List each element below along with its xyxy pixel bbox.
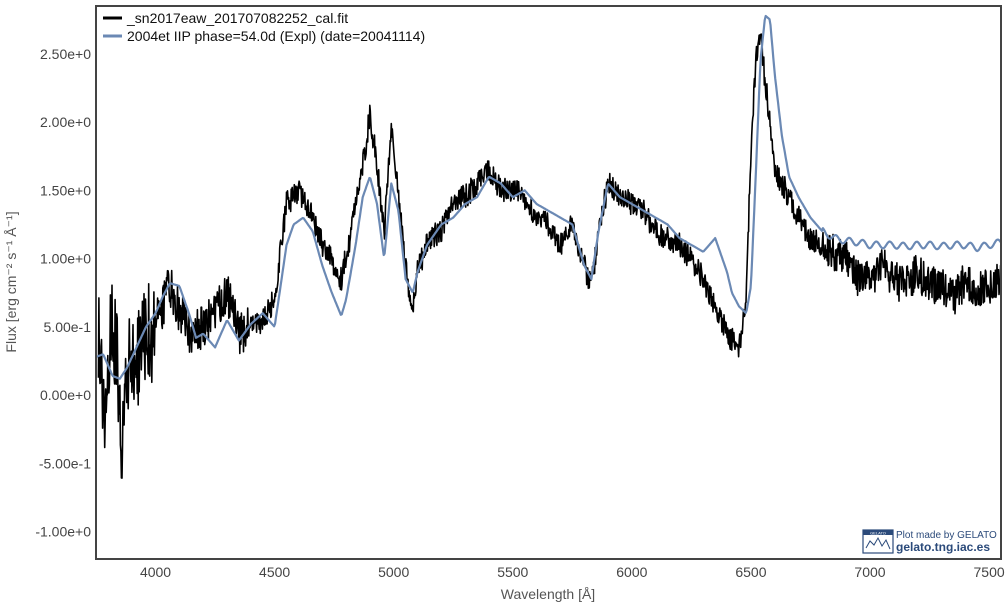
y-tick-label: 1.50e+0 bbox=[40, 182, 91, 198]
y-axis-title: Flux [erg cm⁻² s⁻¹ Å⁻¹] bbox=[3, 211, 19, 352]
gelato-logo-graph bbox=[865, 536, 891, 550]
x-tick-label: 6500 bbox=[735, 564, 766, 580]
y-tick-label: 0.00e+0 bbox=[40, 387, 91, 403]
series-line-observed bbox=[97, 33, 1001, 479]
y-axis: -1.00e+0 -5.00e-1 0.00e+0 5.00e-1 1.00e+0 1.5… bbox=[35, 46, 91, 540]
x-axis: 4000 4500 5000 5500 6000 6500 7000 7500 bbox=[140, 564, 1005, 580]
x-tick-label: 7000 bbox=[854, 564, 885, 580]
y-tick-label: 5.00e-1 bbox=[44, 319, 92, 335]
gelato-badge: GELATO Plot made by GELATO gelato.tng.ia… bbox=[862, 529, 997, 554]
x-axis-title: Wavelength [Å] bbox=[501, 586, 595, 602]
x-tick-label: 6000 bbox=[616, 564, 647, 580]
y-tick-label: -5.00e-1 bbox=[39, 455, 91, 471]
gelato-url-text: gelato.tng.iac.es bbox=[896, 540, 990, 554]
y-tick-label: 2.50e+0 bbox=[40, 46, 91, 62]
legend: _sn2017eaw_201707082252_cal.fit 2004et I… bbox=[103, 10, 425, 44]
x-tick-label: 7500 bbox=[974, 564, 1005, 580]
series-layer bbox=[96, 14, 1001, 479]
y-tick-label: 2.00e+0 bbox=[40, 114, 91, 130]
legend-label-template: 2004et IIP phase=54.0d (Expl) (date=2004… bbox=[127, 28, 425, 44]
x-tick-label: 5000 bbox=[378, 564, 409, 580]
gelato-logo-bar bbox=[863, 530, 893, 535]
y-tick-label: 1.00e+0 bbox=[40, 251, 91, 267]
y-tick-label: -1.00e+0 bbox=[35, 524, 91, 540]
plot-frame bbox=[95, 5, 1002, 560]
x-tick-label: 4000 bbox=[140, 564, 171, 580]
x-tick-label: 4500 bbox=[259, 564, 290, 580]
series-line-template bbox=[96, 14, 1001, 380]
x-tick-label: 5500 bbox=[497, 564, 528, 580]
gelato-logo-text: GELATO bbox=[870, 531, 886, 536]
legend-label-observed: _sn2017eaw_201707082252_cal.fit bbox=[126, 10, 348, 26]
gelato-credit-text: Plot made by GELATO bbox=[896, 530, 997, 541]
